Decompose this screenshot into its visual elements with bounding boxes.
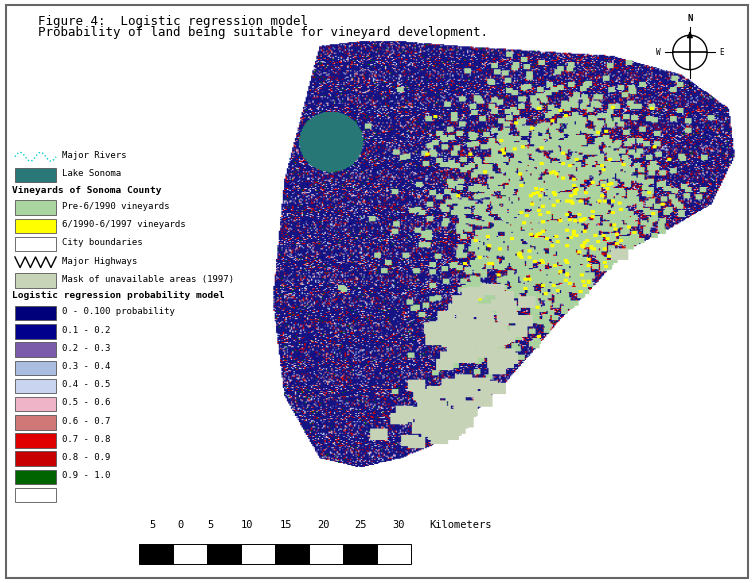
Text: 15: 15 — [280, 520, 292, 530]
Bar — [343, 543, 377, 564]
Text: 30: 30 — [392, 520, 405, 530]
Bar — [15, 470, 56, 484]
Bar — [15, 342, 56, 357]
Bar — [15, 324, 56, 339]
Text: 0.1 - 0.2: 0.1 - 0.2 — [62, 326, 110, 335]
Bar — [15, 237, 56, 251]
Bar — [15, 488, 56, 503]
Text: Probability of land being suitable for vineyard development.: Probability of land being suitable for v… — [38, 26, 488, 39]
Bar — [309, 543, 343, 564]
Bar — [15, 168, 56, 182]
Text: 0.2 - 0.3: 0.2 - 0.3 — [62, 344, 110, 353]
Text: Mask of unavailable areas (1997): Mask of unavailable areas (1997) — [62, 275, 234, 284]
Text: 0 - 0.100 probability: 0 - 0.100 probability — [62, 307, 175, 317]
Bar — [15, 397, 56, 412]
Text: 20: 20 — [317, 520, 329, 530]
Bar — [15, 451, 56, 466]
Text: 0.9 - 1.0: 0.9 - 1.0 — [62, 471, 110, 480]
Text: 0.4 - 0.5: 0.4 - 0.5 — [62, 380, 110, 389]
Text: 0.6 - 0.7: 0.6 - 0.7 — [62, 417, 110, 426]
Text: Kilometers: Kilometers — [429, 520, 492, 530]
Bar — [15, 360, 56, 375]
Bar — [275, 543, 309, 564]
Text: 0: 0 — [177, 520, 184, 530]
Text: N: N — [687, 13, 693, 23]
Text: 5: 5 — [208, 520, 214, 530]
Text: Major Highways: Major Highways — [62, 257, 137, 265]
Text: Major Rivers: Major Rivers — [62, 151, 127, 160]
Text: W: W — [655, 48, 661, 57]
Text: Figure 4:  Logistic regression model: Figure 4: Logistic regression model — [38, 15, 308, 27]
Text: S: S — [688, 82, 692, 92]
Text: 10: 10 — [241, 520, 253, 530]
Text: E: E — [719, 48, 725, 57]
Text: 0.5 - 0.6: 0.5 - 0.6 — [62, 398, 110, 408]
Bar — [15, 219, 56, 233]
Text: 25: 25 — [354, 520, 367, 530]
Text: Pre-6/1990 vineyards: Pre-6/1990 vineyards — [62, 202, 170, 211]
Text: City boundaries: City boundaries — [62, 238, 143, 247]
Bar — [15, 273, 56, 287]
Bar — [173, 543, 207, 564]
Bar — [15, 433, 56, 448]
Bar — [139, 543, 173, 564]
Text: 6/1990-6/1997 vineyards: 6/1990-6/1997 vineyards — [62, 220, 185, 229]
Text: 0.8 - 0.9: 0.8 - 0.9 — [62, 453, 110, 462]
Text: Logistic regression probability model: Logistic regression probability model — [12, 292, 225, 300]
Text: Vineyards of Sonoma County: Vineyards of Sonoma County — [12, 186, 161, 195]
Bar — [15, 306, 56, 321]
Bar — [15, 415, 56, 430]
Bar — [15, 379, 56, 393]
Text: 0.7 - 0.8: 0.7 - 0.8 — [62, 435, 110, 444]
Bar — [241, 543, 275, 564]
Bar — [377, 543, 411, 564]
Bar — [207, 543, 241, 564]
Text: 0.3 - 0.4: 0.3 - 0.4 — [62, 362, 110, 371]
Bar — [15, 201, 56, 215]
Text: 5: 5 — [149, 520, 155, 530]
Text: Lake Sonoma: Lake Sonoma — [62, 169, 121, 178]
